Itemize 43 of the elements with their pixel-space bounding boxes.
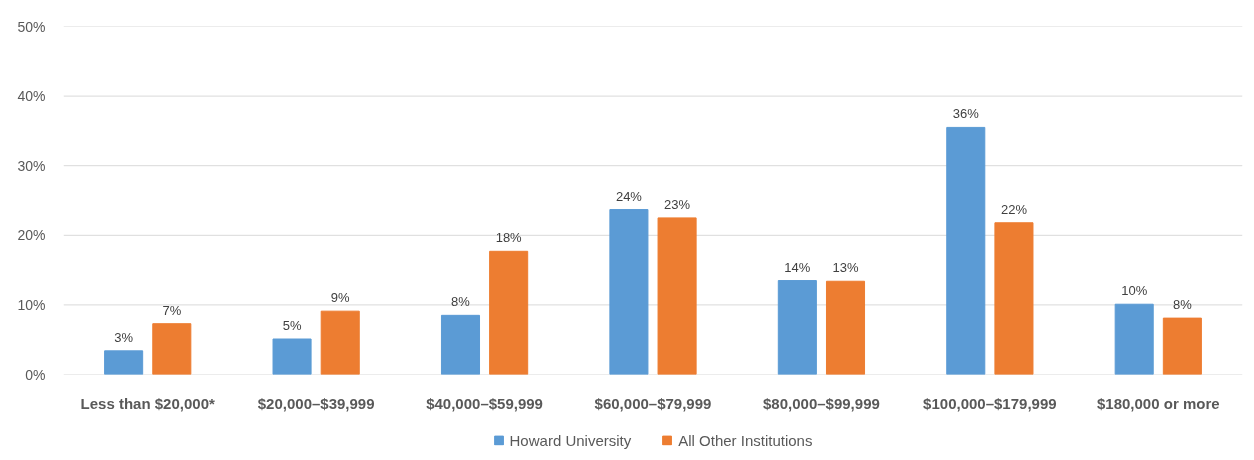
bar	[825, 280, 866, 375]
data-label: 23%	[664, 196, 691, 212]
y-tick-label: 20%	[17, 227, 46, 244]
bar	[1162, 317, 1202, 375]
data-label: 8%	[451, 294, 471, 310]
bar	[104, 350, 144, 375]
data-label: 8%	[1172, 297, 1193, 313]
x-tick-label: $20,000–$39,999	[257, 394, 375, 412]
y-tick-label: 40%	[17, 88, 46, 105]
bar	[489, 250, 529, 375]
y-tick-label: 10%	[17, 296, 46, 313]
legend-label: Howard University	[509, 431, 632, 449]
y-tick-label: 30%	[17, 157, 46, 174]
bar	[946, 126, 986, 375]
legend-label: All Other Institutions	[678, 431, 813, 449]
x-tick-label: $80,000–$99,999	[763, 394, 880, 412]
data-label: 5%	[282, 318, 302, 333]
x-tick-label: $100,000–$179,999	[923, 394, 1057, 412]
data-label: 36%	[952, 106, 980, 122]
bar	[152, 323, 192, 375]
bar	[320, 310, 360, 375]
data-label: 13%	[832, 260, 859, 276]
data-label: 7%	[162, 302, 182, 318]
y-tick-label: 0%	[25, 366, 46, 383]
data-label: 18%	[495, 230, 523, 246]
y-tick-label: 50%	[17, 18, 46, 35]
bar	[272, 338, 312, 375]
bar	[657, 217, 697, 375]
data-label: 10%	[1121, 283, 1148, 299]
bar	[609, 209, 649, 375]
x-tick-label: Less than $20,000*	[80, 394, 215, 412]
bar	[1114, 303, 1154, 375]
data-label: 24%	[615, 188, 643, 204]
bar	[994, 222, 1034, 375]
data-label: 3%	[114, 329, 134, 345]
bar	[777, 280, 817, 375]
data-label: 14%	[784, 259, 811, 275]
bar	[440, 314, 481, 375]
x-tick-label: $40,000–$59,999	[426, 394, 543, 412]
data-label: 9%	[330, 290, 351, 306]
data-label: 22%	[1000, 201, 1028, 217]
x-tick-label: $180,000 or more	[1097, 394, 1220, 412]
x-tick-label: $60,000–$79,999	[594, 394, 712, 412]
